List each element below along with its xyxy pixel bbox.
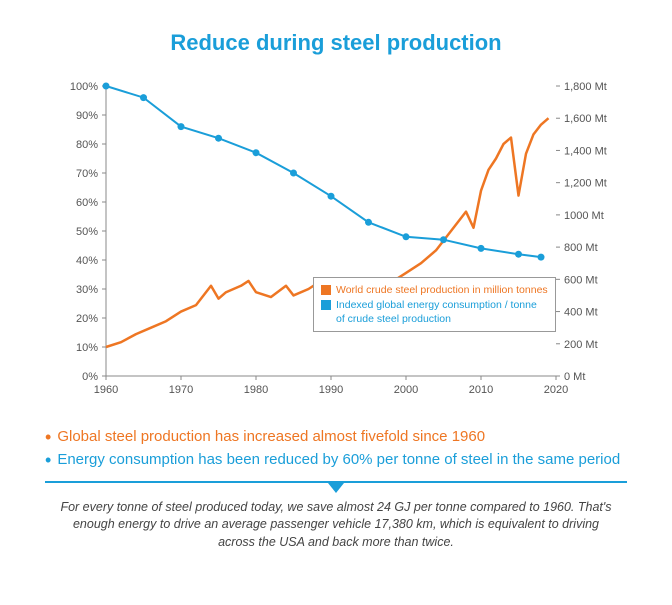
svg-text:2020: 2020 [544,384,568,396]
svg-text:2010: 2010 [469,384,493,396]
bullet-dot-icon: • [45,449,51,472]
section-divider [45,481,627,493]
svg-text:600 Mt: 600 Mt [564,274,598,286]
svg-text:1,400 Mt: 1,400 Mt [564,145,607,157]
svg-text:60%: 60% [76,197,98,209]
bullet-steel: • Global steel production has increased … [45,426,642,449]
svg-text:50%: 50% [76,226,98,238]
svg-text:20%: 20% [76,313,98,325]
svg-text:1000 Mt: 1000 Mt [564,210,604,222]
svg-text:1980: 1980 [244,384,268,396]
divider-arrow-icon [328,483,344,493]
page-title: Reduce during steel production [30,30,642,56]
svg-text:30%: 30% [76,284,98,296]
bullet-energy-text: Energy consumption has been reduced by 6… [57,449,620,472]
bullet-steel-text: Global steel production has increased al… [57,426,485,449]
svg-text:2000: 2000 [394,384,418,396]
svg-text:40%: 40% [76,255,98,267]
svg-text:1,200 Mt: 1,200 Mt [564,178,607,190]
svg-text:70%: 70% [76,168,98,180]
steel-energy-chart: 1960 1970 1980 1990 2000 2010 2020 0% 10% 20% 30% 4… [46,76,626,406]
svg-text:1990: 1990 [319,384,343,396]
svg-text:0 Mt: 0 Mt [564,371,585,383]
svg-text:10%: 10% [76,342,98,354]
summary-bullets: • Global steel production has increased … [45,426,642,473]
svg-text:400 Mt: 400 Mt [564,307,598,319]
svg-text:1960: 1960 [94,384,118,396]
svg-text:100%: 100% [70,81,98,93]
svg-text:0%: 0% [82,371,98,383]
chart-legend: World crude steel production in million … [313,277,556,332]
svg-text:1,800 Mt: 1,800 Mt [564,81,607,93]
svg-text:90%: 90% [76,110,98,122]
svg-text:80%: 80% [76,139,98,151]
svg-text:200 Mt: 200 Mt [564,339,598,351]
svg-text:800 Mt: 800 Mt [564,242,598,254]
svg-text:1,600 Mt: 1,600 Mt [564,113,607,125]
bullet-energy: • Energy consumption has been reduced by… [45,449,642,472]
svg-text:1970: 1970 [169,384,193,396]
footnote-text: For every tonne of steel produced today,… [60,499,612,552]
bullet-dot-icon: • [45,426,51,449]
